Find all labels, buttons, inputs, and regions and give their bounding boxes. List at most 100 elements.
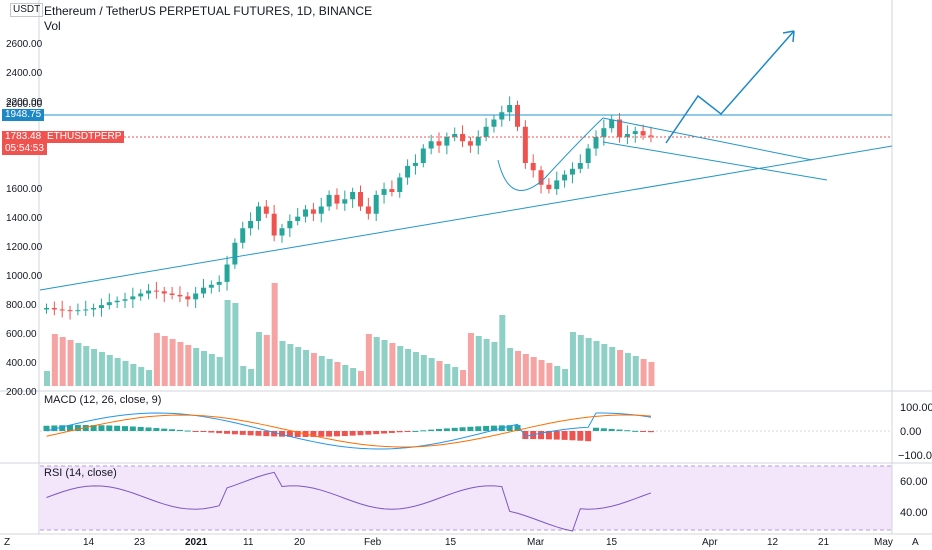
candle-body: [593, 136, 599, 149]
candle-body: [310, 209, 316, 214]
macd-histogram-bar: [396, 431, 403, 433]
candle-body: [342, 199, 348, 204]
rsi-indicator: [46, 471, 652, 532]
macd-histogram-bar: [145, 427, 152, 431]
volume-bar: [365, 334, 372, 386]
candle-body: [373, 194, 379, 214]
price-axis-tick: 1600.00: [6, 184, 43, 195]
volume-bar: [122, 361, 129, 386]
candle-body: [303, 209, 309, 217]
macd-histogram-bar: [114, 425, 121, 431]
candle-body: [75, 310, 81, 312]
volume-bars: [44, 283, 655, 386]
candle-body: [389, 189, 395, 192]
volume-bar: [593, 341, 600, 386]
volume-bar: [193, 348, 200, 386]
macd-histogram-bar: [286, 431, 293, 437]
macd-histogram-bar: [98, 425, 105, 431]
zoom-button[interactable]: Z: [4, 537, 11, 548]
candle-body: [255, 206, 261, 221]
candle-body: [185, 296, 191, 300]
time-axis-tick: Apr: [702, 537, 718, 548]
volume-bar: [114, 358, 121, 386]
candle-body: [460, 134, 466, 142]
rsi-label: RSI (14, close): [44, 467, 117, 479]
macd-histogram-bar: [231, 431, 238, 435]
volume-bar: [255, 332, 262, 386]
symbol-title: Ethereum / TetherUS PERPETUAL FUTURES, 1…: [44, 4, 373, 18]
macd-histogram-bar: [176, 429, 183, 431]
time-axis-tick: 15: [445, 537, 457, 548]
current-price-badge: 1783.48: [2, 131, 45, 143]
volume-bar: [609, 347, 616, 386]
macd-histogram-bar: [67, 425, 74, 431]
rsi-line: [46, 471, 652, 532]
descending-trendline-upper[interactable]: [602, 117, 813, 161]
price-axis-tick: 2000.00: [6, 99, 43, 110]
volume-bar: [428, 358, 435, 386]
descending-trendline-lower[interactable]: [602, 141, 828, 181]
macd-histogram-bar: [82, 425, 89, 431]
volume-bar: [491, 342, 498, 386]
time-axis-tick: Feb: [364, 537, 382, 548]
volume-bar: [648, 362, 655, 386]
candle-body: [122, 299, 128, 301]
macd-tick: 0.00: [900, 426, 922, 438]
candle-body: [444, 136, 450, 146]
macd-indicator: [43, 412, 654, 450]
macd-histogram-bar: [192, 431, 199, 432]
candle-body: [365, 206, 371, 214]
volume-bar: [177, 342, 184, 386]
macd-histogram-bar: [553, 431, 560, 440]
macd-histogram-bar: [538, 431, 545, 440]
macd-histogram-bar: [122, 426, 128, 431]
auto-scale-button[interactable]: A: [912, 537, 919, 548]
volume-bar: [138, 367, 145, 386]
candle-body: [491, 119, 497, 127]
price-axis-tick: 200.00: [6, 387, 37, 398]
candle-body: [530, 163, 536, 171]
candle-body: [609, 119, 615, 129]
macd-histogram-bar: [388, 431, 395, 433]
candle-body: [546, 184, 552, 190]
macd-histogram-bar: [51, 425, 58, 431]
ticker-badge: ETHUSDTPERP: [44, 131, 125, 143]
macd-signal-line: [46, 414, 651, 448]
volume-bar: [263, 335, 270, 386]
candle-body: [59, 309, 65, 311]
arc-curve-drawing[interactable]: [497, 117, 604, 191]
macd-tick: −100.00: [898, 450, 932, 462]
level-price-badge: 1948.75: [2, 109, 45, 121]
candle-body: [161, 291, 167, 294]
macd-histogram-bar: [616, 429, 623, 431]
macd-histogram-bar: [208, 431, 215, 433]
projection-path-drawing[interactable]: [665, 30, 795, 144]
time-axis-tick: 11: [243, 537, 254, 548]
volume-bar: [67, 340, 74, 386]
macd-histogram-bar: [333, 431, 340, 437]
candle-body: [240, 228, 246, 243]
macd-histogram-bar: [200, 431, 207, 432]
volume-bar: [499, 315, 506, 386]
candle-body: [515, 105, 520, 127]
volume-bar: [522, 354, 529, 386]
macd-histogram-bar: [506, 425, 513, 431]
macd-histogram-bar: [585, 431, 592, 442]
macd-histogram-bar: [106, 425, 113, 431]
time-axis-tick: May: [874, 537, 893, 548]
volume-bar: [569, 332, 576, 386]
macd-histogram-bar: [255, 431, 262, 436]
candle-body: [507, 105, 513, 113]
candle-body: [106, 302, 112, 306]
candle-body: [522, 126, 528, 163]
candle-body: [279, 228, 285, 236]
macd-histogram-bar: [608, 428, 615, 431]
macd-histogram-bar: [357, 431, 364, 436]
candle-body: [358, 192, 363, 207]
ascending-trendline[interactable]: [39, 145, 893, 291]
price-axis-tick: 600.00: [6, 329, 37, 340]
candle-body: [271, 213, 277, 236]
volume-bar: [420, 355, 427, 386]
